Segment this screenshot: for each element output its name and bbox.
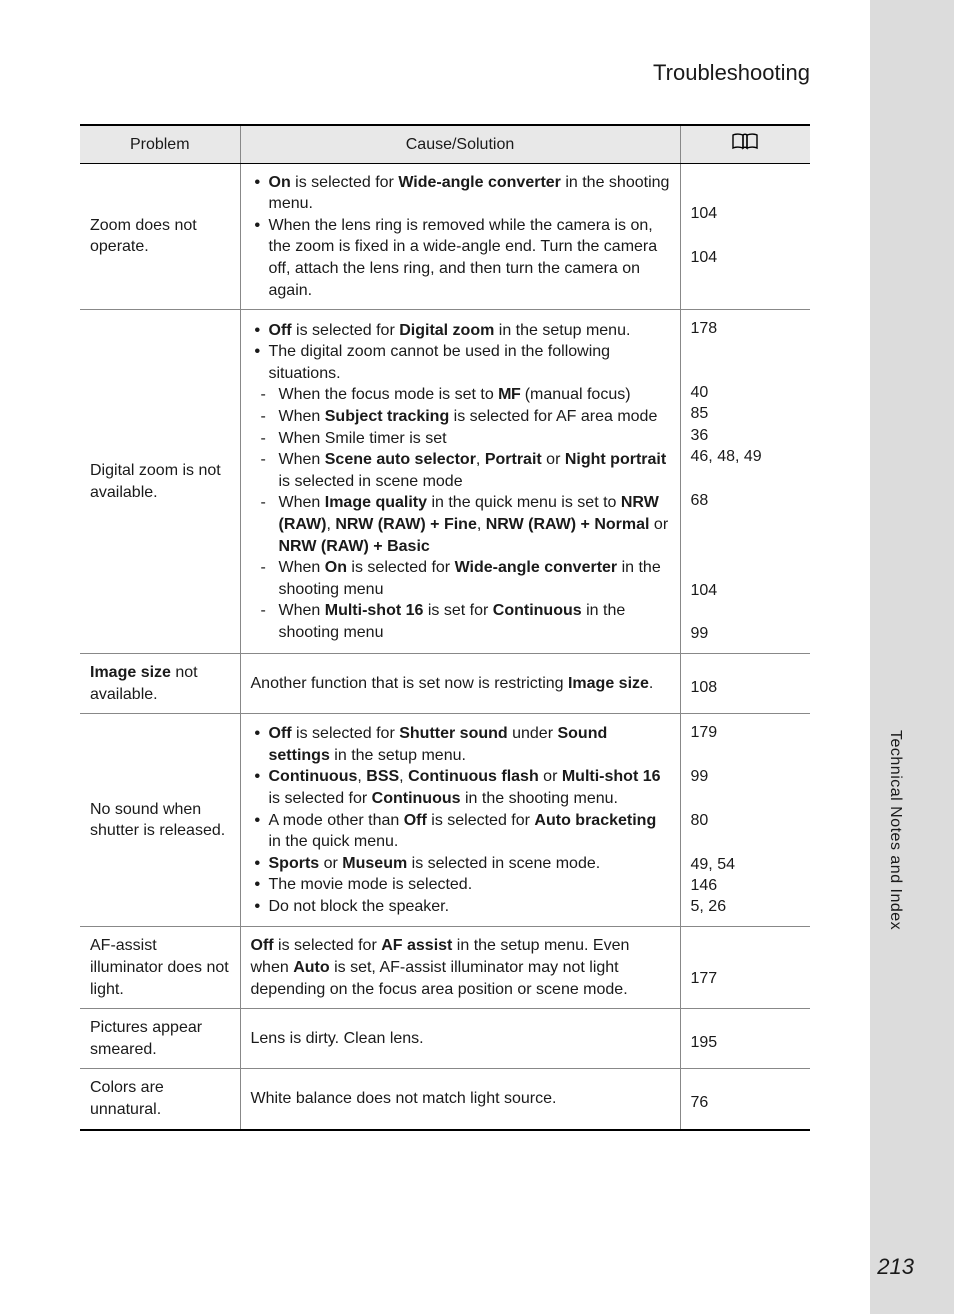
page-ref-cell: 178 40853646, 48, 49 68 104 99	[680, 310, 810, 654]
bullet-item: •Off is selected for Shutter sound under…	[251, 723, 670, 766]
page-ref: 108	[691, 677, 718, 699]
page-ref-stack: 195	[691, 1024, 801, 1054]
dash-item: -When Smile timer is set	[251, 428, 670, 450]
page-ref: 85	[691, 403, 709, 425]
problem-cell: AF-assist illuminator does not light.	[80, 927, 240, 1009]
bullet-item: •Do not block the speaker.	[251, 896, 670, 918]
bullet-list: •Off is selected for Shutter sound under…	[251, 723, 670, 917]
troubleshooting-table: Problem Cause/Solution Zoom does not ope…	[80, 124, 810, 1131]
col-header-cause: Cause/Solution	[240, 125, 680, 163]
bullet-item: •Sports or Museum is selected in scene m…	[251, 853, 670, 875]
page-ref: 5, 26	[691, 896, 727, 918]
problem-cell: Image size not available.	[80, 654, 240, 714]
dash-item: -When Subject tracking is selected for A…	[251, 406, 670, 428]
table-body: Zoom does not operate. •On is selected fo…	[80, 163, 810, 1129]
page-number: 213	[877, 1254, 914, 1280]
cause-cell: •Off is selected for Shutter sound under…	[240, 714, 680, 927]
page-ref: 178	[691, 318, 718, 340]
page-ref: 36	[691, 425, 709, 447]
table-row: Colors are unnatural. White balance does …	[80, 1069, 810, 1130]
page-ref: 104	[691, 203, 718, 225]
bullet-item: •When the lens ring is removed while the…	[251, 215, 670, 301]
page-ref: 68	[691, 490, 709, 512]
side-tab-label: Technical Notes and Index	[886, 730, 904, 930]
page-ref-stack: 177	[691, 946, 801, 990]
page-ref-cell: 104 104	[680, 163, 810, 310]
side-tab-marker	[870, 970, 954, 1060]
page-ref: 104	[691, 247, 718, 269]
cause-cell: Lens is dirty. Clean lens.	[240, 1009, 680, 1069]
cause-text: Lens is dirty. Clean lens.	[251, 1028, 670, 1050]
problem-cell: Pictures appear smeared.	[80, 1009, 240, 1069]
page-ref-stack: 178 40853646, 48, 49 68 104 99	[691, 318, 801, 645]
table-header-row: Problem Cause/Solution	[80, 125, 810, 163]
cause-cell: Another function that is set now is rest…	[240, 654, 680, 714]
bullet-item: •On is selected for Wide-angle converter…	[251, 172, 670, 215]
table-row: No sound when shutter is released. •Off i…	[80, 714, 810, 927]
dash-item: -When the focus mode is set to MF (manua…	[251, 384, 670, 406]
bullet-item: •The movie mode is selected.	[251, 874, 670, 896]
page-ref: 46, 48, 49	[691, 446, 762, 468]
problem-cell: Digital zoom is not available.	[80, 310, 240, 654]
page-ref-cell: 108	[680, 654, 810, 714]
page-ref: 177	[691, 968, 718, 990]
page-ref: 99	[691, 766, 709, 788]
page-ref: 99	[691, 623, 709, 645]
page-ref-stack: 76	[691, 1084, 801, 1114]
bullet-item: •A mode other than Off is selected for A…	[251, 810, 670, 853]
col-header-page	[680, 125, 810, 163]
table-row: Zoom does not operate. •On is selected fo…	[80, 163, 810, 310]
page-ref: 104	[691, 580, 718, 602]
dash-item: -When On is selected for Wide-angle conv…	[251, 557, 670, 600]
problem-cell: Zoom does not operate.	[80, 163, 240, 310]
cause-cell: •Off is selected for Digital zoom in the…	[240, 310, 680, 654]
page-ref-cell: 177	[680, 927, 810, 1009]
page-title: Troubleshooting	[80, 60, 810, 86]
cause-cell: Off is selected for AF assist in the set…	[240, 927, 680, 1009]
page-ref: 49, 54	[691, 854, 735, 876]
page-ref: 76	[691, 1092, 709, 1114]
cause-cell: White balance does not match light sourc…	[240, 1069, 680, 1130]
bullet-item: •Continuous, BSS, Continuous flash or Mu…	[251, 766, 670, 809]
problem-cell: Colors are unnatural.	[80, 1069, 240, 1130]
table-row: Pictures appear smeared. Lens is dirty. C…	[80, 1009, 810, 1069]
page-container: Troubleshooting Problem Cause/Solution	[0, 0, 870, 1314]
page-ref-cell: 195	[680, 1009, 810, 1069]
book-icon	[731, 132, 759, 157]
page-ref-stack: 179 99 80 49, 541465, 26	[691, 722, 801, 918]
page-ref: 179	[691, 722, 718, 744]
page-ref-cell: 76	[680, 1069, 810, 1130]
page-ref: 40	[691, 382, 709, 404]
page-ref: 80	[691, 810, 709, 832]
bullet-item: •The digital zoom cannot be used in the …	[251, 341, 670, 384]
dash-list: -When the focus mode is set to MF (manua…	[251, 384, 670, 643]
bullet-list: •On is selected for Wide-angle converter…	[251, 172, 670, 302]
cause-text: Another function that is set now is rest…	[251, 673, 670, 695]
bullet-item: •Off is selected for Digital zoom in the…	[251, 320, 670, 342]
page-ref-stack: 104 104	[691, 203, 801, 269]
page-ref: 195	[691, 1032, 718, 1054]
cause-text: Off is selected for AF assist in the set…	[251, 935, 670, 1000]
page-ref: 146	[691, 875, 718, 897]
bullet-list: •Off is selected for Digital zoom in the…	[251, 320, 670, 385]
dash-item: -When Image quality in the quick menu is…	[251, 492, 670, 557]
table-row: Digital zoom is not available. •Off is se…	[80, 310, 810, 654]
table-row: Image size not available. Another functio…	[80, 654, 810, 714]
cause-text: White balance does not match light sourc…	[251, 1088, 670, 1110]
cause-cell: •On is selected for Wide-angle converter…	[240, 163, 680, 310]
dash-item: -When Multi-shot 16 is set for Continuou…	[251, 600, 670, 643]
table-row: AF-assist illuminator does not light.Off…	[80, 927, 810, 1009]
col-header-problem: Problem	[80, 125, 240, 163]
page-ref-stack: 108	[691, 669, 801, 699]
dash-item: -When Scene auto selector, Portrait or N…	[251, 449, 670, 492]
page-ref-cell: 179 99 80 49, 541465, 26	[680, 714, 810, 927]
problem-cell: No sound when shutter is released.	[80, 714, 240, 927]
